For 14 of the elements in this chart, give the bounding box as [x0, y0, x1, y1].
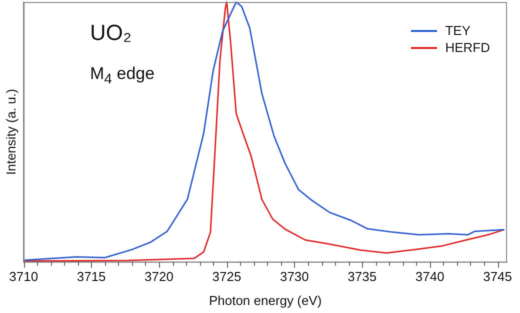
y-axis-title: Intensity (a. u.) — [3, 88, 18, 175]
annotation: UO₂ — [90, 20, 132, 46]
legend-label: TEY — [445, 23, 471, 38]
x-tick-label: 3740 — [415, 269, 444, 284]
x-tick-label: 3745 — [483, 269, 512, 284]
x-tick-label: 3730 — [280, 269, 309, 284]
legend-label: HERFD — [445, 40, 490, 55]
x-axis-title: Photon energy (eV) — [208, 292, 322, 308]
x-tick-label: 3715 — [76, 269, 106, 284]
annotation: M$_{4}$ edge — [90, 64, 155, 88]
x-tick-label: 3725 — [212, 269, 242, 284]
x-tick-label: 3735 — [348, 269, 377, 284]
x-tick-label: 3720 — [144, 269, 174, 284]
x-tick-label: 3710 — [9, 269, 38, 284]
